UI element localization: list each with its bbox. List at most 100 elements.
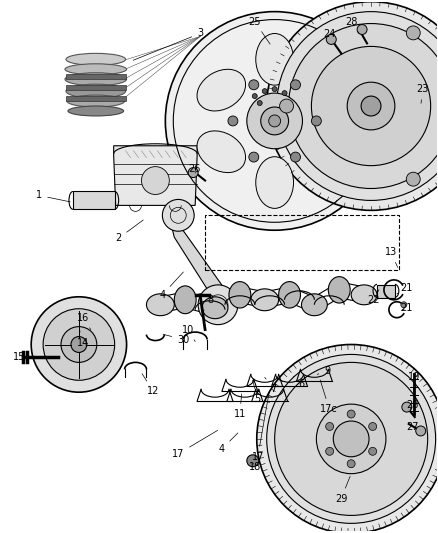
Circle shape <box>61 327 97 362</box>
Text: 4: 4 <box>219 433 238 454</box>
Text: 6: 6 <box>293 376 304 389</box>
Circle shape <box>401 302 407 308</box>
Circle shape <box>87 325 111 349</box>
Circle shape <box>249 80 259 90</box>
Circle shape <box>262 88 267 94</box>
Text: 30: 30 <box>163 334 189 344</box>
Circle shape <box>333 421 369 457</box>
Ellipse shape <box>301 294 327 316</box>
Ellipse shape <box>66 84 126 98</box>
Circle shape <box>141 167 170 195</box>
Circle shape <box>326 447 334 455</box>
Circle shape <box>252 94 257 99</box>
Text: 28: 28 <box>406 400 419 410</box>
Text: 16: 16 <box>77 313 91 329</box>
Ellipse shape <box>65 64 127 75</box>
Polygon shape <box>377 285 395 298</box>
Text: 15: 15 <box>13 352 29 362</box>
Circle shape <box>162 199 194 231</box>
Text: 5: 5 <box>253 380 261 404</box>
Circle shape <box>272 87 277 92</box>
Text: 22: 22 <box>367 290 379 305</box>
Circle shape <box>247 455 259 467</box>
Circle shape <box>257 344 438 533</box>
Ellipse shape <box>304 69 352 111</box>
Text: 10: 10 <box>182 325 195 342</box>
Ellipse shape <box>279 281 300 308</box>
Ellipse shape <box>328 277 350 303</box>
Text: 9: 9 <box>318 366 330 376</box>
Circle shape <box>267 2 438 211</box>
Circle shape <box>357 25 367 35</box>
Circle shape <box>268 115 281 127</box>
Circle shape <box>416 426 426 436</box>
Text: 13: 13 <box>385 247 398 268</box>
Circle shape <box>402 402 412 412</box>
Circle shape <box>326 423 334 431</box>
Circle shape <box>277 12 438 200</box>
Ellipse shape <box>68 106 124 116</box>
Circle shape <box>261 107 289 135</box>
Ellipse shape <box>67 95 124 107</box>
Text: 27: 27 <box>406 422 419 432</box>
Text: 25: 25 <box>248 17 270 44</box>
Ellipse shape <box>351 285 377 305</box>
Ellipse shape <box>197 131 246 173</box>
Circle shape <box>406 26 420 40</box>
Bar <box>66 74 126 79</box>
Circle shape <box>311 116 321 126</box>
Text: 19: 19 <box>408 372 420 391</box>
Text: 23: 23 <box>417 84 429 103</box>
Bar <box>66 85 126 90</box>
Circle shape <box>316 404 386 474</box>
Bar <box>205 215 399 270</box>
Ellipse shape <box>229 281 251 308</box>
Text: 17: 17 <box>172 430 218 459</box>
Circle shape <box>311 46 431 166</box>
Circle shape <box>275 362 427 515</box>
Text: 11: 11 <box>234 394 246 419</box>
Circle shape <box>165 12 384 230</box>
Ellipse shape <box>202 297 228 319</box>
Circle shape <box>188 168 198 177</box>
Text: 17: 17 <box>251 392 269 462</box>
Circle shape <box>289 23 438 189</box>
Circle shape <box>257 101 262 106</box>
Circle shape <box>228 116 238 126</box>
Circle shape <box>71 336 87 352</box>
Circle shape <box>361 96 381 116</box>
Circle shape <box>279 99 293 113</box>
Circle shape <box>290 80 300 90</box>
Circle shape <box>369 447 377 455</box>
Ellipse shape <box>66 53 126 65</box>
Text: 4: 4 <box>159 272 184 300</box>
Circle shape <box>247 93 303 149</box>
Ellipse shape <box>65 72 127 86</box>
Ellipse shape <box>256 157 293 208</box>
Text: 26: 26 <box>188 164 200 174</box>
Ellipse shape <box>251 289 279 311</box>
Circle shape <box>369 423 377 431</box>
Ellipse shape <box>197 69 246 111</box>
Text: 21: 21 <box>397 283 413 294</box>
Text: 7: 7 <box>265 377 277 394</box>
Text: 28: 28 <box>345 17 359 34</box>
Circle shape <box>198 285 238 325</box>
Text: 8: 8 <box>203 295 213 312</box>
Text: 14: 14 <box>77 330 89 348</box>
Ellipse shape <box>256 34 293 85</box>
Circle shape <box>347 460 355 468</box>
Circle shape <box>249 152 259 162</box>
Polygon shape <box>73 191 115 209</box>
Polygon shape <box>172 229 232 319</box>
Text: 1: 1 <box>36 190 70 202</box>
Circle shape <box>31 297 127 392</box>
Circle shape <box>282 91 287 95</box>
Text: 2: 2 <box>116 220 143 243</box>
Circle shape <box>347 82 395 130</box>
Text: 21: 21 <box>401 303 413 313</box>
Circle shape <box>290 152 300 162</box>
Ellipse shape <box>304 131 352 173</box>
Circle shape <box>267 354 436 523</box>
Text: 18: 18 <box>249 462 261 472</box>
